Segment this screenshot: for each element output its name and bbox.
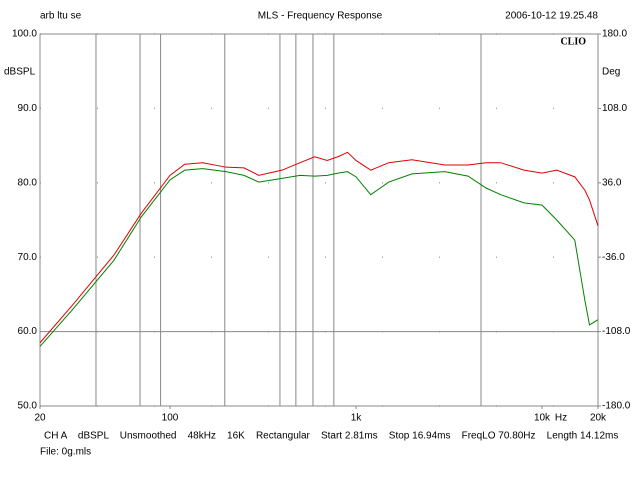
y-axis-label: dBSPL (4, 67, 36, 78)
x-tick-label: 20k (590, 413, 607, 424)
header-left: arb ltu se (40, 11, 82, 22)
plot-frame (39, 33, 599, 407)
y2-tick-label: 180.0 (602, 29, 627, 40)
y-tick-label: 100.0 (12, 29, 37, 40)
y-tick-label: 60.0 (18, 326, 38, 337)
y-tick-label: 90.0 (18, 103, 38, 114)
x-tick-label: 20 (34, 413, 46, 424)
x-tick-label: 100 (162, 413, 179, 424)
brand: CLIO (560, 36, 586, 47)
info-line: CH A dBSPL Unsmoothed 48kHz 16K Rectangu… (44, 431, 618, 442)
y2-tick-label: -36.0 (602, 252, 625, 263)
series-line (39, 168, 599, 347)
x-tick-label: 1k (351, 413, 363, 424)
y2-tick-label: 36.0 (602, 177, 622, 188)
y-tick-label: 80.0 (18, 177, 38, 188)
y2-tick-label: -108.0 (602, 326, 631, 337)
x-unit: Hz (555, 413, 567, 424)
file-name: File: 0g.mls (40, 447, 91, 458)
series-line (39, 151, 599, 344)
y2-tick-label: 108.0 (602, 103, 627, 114)
y-tick-label: 70.0 (18, 252, 38, 263)
chart-title: MLS - Frequency Response (258, 11, 383, 22)
timestamp: 2006-10-12 19.25.48 (505, 11, 598, 22)
y2-axis-label: Deg (602, 67, 620, 78)
y2-tick-label: -180.0 (602, 401, 631, 412)
x-tick-label: 10k (534, 413, 551, 424)
y-tick-label: 50.0 (18, 401, 38, 412)
